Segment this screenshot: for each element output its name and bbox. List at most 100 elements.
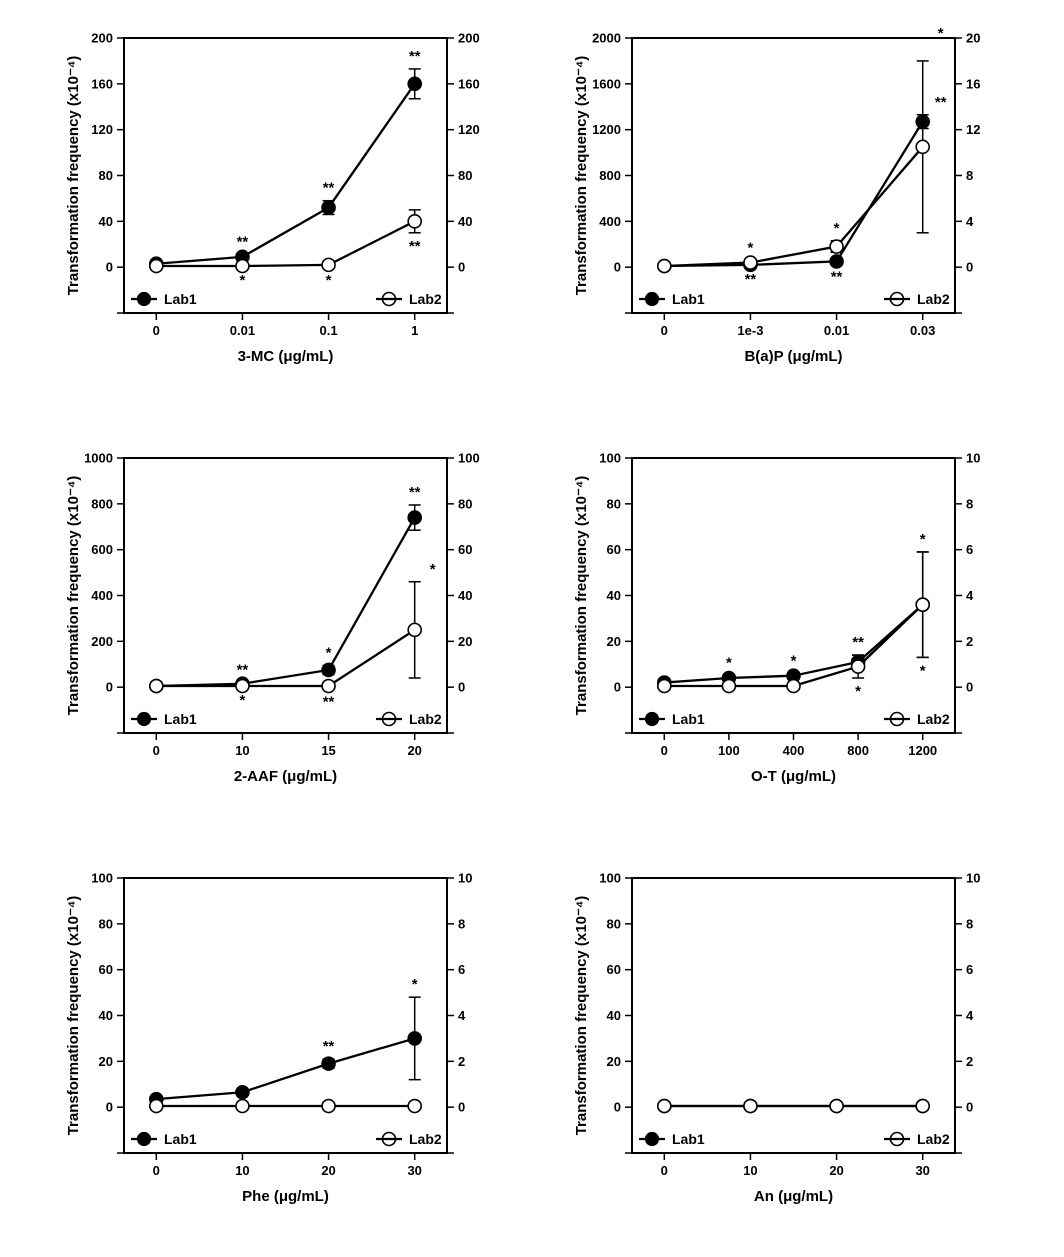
svg-text:80: 80 [607,496,621,511]
svg-text:10: 10 [743,1163,757,1178]
chart-svg: 040080012001600200004812162001e-30.010.0… [570,28,1000,388]
svg-text:4: 4 [458,1008,466,1023]
svg-text:0: 0 [661,1163,668,1178]
svg-text:20: 20 [966,31,980,46]
svg-text:An (μg/mL): An (μg/mL) [754,1188,833,1205]
svg-text:Lab2: Lab2 [409,711,442,727]
svg-text:Lab2: Lab2 [409,1131,442,1147]
svg-text:0: 0 [153,1163,160,1178]
svg-text:0.01: 0.01 [230,323,255,338]
svg-text:**: ** [409,238,421,255]
svg-text:40: 40 [607,1008,621,1023]
panel-ot: 020406080100024681001004008001200O-T (μg… [570,448,1000,808]
svg-text:8: 8 [966,916,973,931]
svg-text:Lab1: Lab1 [164,711,197,727]
svg-text:**: ** [237,662,249,679]
svg-text:15: 15 [321,743,335,758]
svg-text:*: * [791,652,797,669]
svg-text:2-AAF (μg/mL): 2-AAF (μg/mL) [234,768,337,785]
svg-text:16: 16 [966,76,980,91]
svg-text:0: 0 [458,260,465,275]
svg-text:**: ** [323,693,335,710]
svg-text:*: * [240,272,246,289]
chart-grid: 040801201602000408012016020000.010.113-M… [0,0,1064,1257]
svg-text:**: ** [409,484,421,501]
svg-text:10: 10 [966,871,980,886]
svg-text:60: 60 [458,542,472,557]
svg-text:8: 8 [966,168,973,183]
svg-text:8: 8 [458,916,465,931]
svg-text:160: 160 [458,76,480,91]
panel-aaf2: 0200400600800100002040608010001015202-AA… [62,448,492,808]
svg-text:0: 0 [106,260,113,275]
svg-text:100: 100 [458,451,480,466]
svg-text:Lab2: Lab2 [917,1131,950,1147]
svg-text:30: 30 [407,1163,421,1178]
svg-text:100: 100 [91,871,113,886]
chart-svg: 02040608010002468100102030Phe (μg/mL)Tra… [62,868,492,1228]
svg-text:80: 80 [458,168,472,183]
svg-text:800: 800 [847,743,869,758]
svg-text:Lab2: Lab2 [917,711,950,727]
svg-text:2: 2 [966,1054,973,1069]
svg-text:400: 400 [91,588,113,603]
svg-text:B(a)P (μg/mL): B(a)P (μg/mL) [744,348,842,365]
svg-text:800: 800 [91,496,113,511]
svg-text:100: 100 [718,743,740,758]
svg-text:200: 200 [91,634,113,649]
svg-text:40: 40 [99,214,113,229]
svg-text:10: 10 [966,451,980,466]
svg-text:Lab1: Lab1 [672,291,705,307]
svg-text:60: 60 [607,542,621,557]
panel-an: 02040608010002468100102030An (μg/mL)Tran… [570,868,1000,1228]
svg-text:6: 6 [458,962,465,977]
svg-text:**: ** [745,271,757,288]
svg-text:0: 0 [153,323,160,338]
svg-text:6: 6 [966,962,973,977]
svg-text:Transformation frequency (x10⁻: Transformation frequency (x10⁻⁴) [573,476,590,716]
svg-text:Lab2: Lab2 [409,291,442,307]
svg-text:*: * [920,662,926,679]
panel-phe: 02040608010002468100102030Phe (μg/mL)Tra… [62,868,492,1228]
svg-text:**: ** [409,48,421,65]
svg-text:800: 800 [599,168,621,183]
svg-text:10: 10 [235,1163,249,1178]
svg-text:80: 80 [99,916,113,931]
chart-svg: 02040608010002468100102030An (μg/mL)Tran… [570,868,1000,1228]
svg-text:*: * [240,692,246,709]
svg-text:100: 100 [599,871,621,886]
svg-text:20: 20 [321,1163,335,1178]
svg-text:200: 200 [458,31,480,46]
svg-text:0: 0 [614,1100,621,1115]
svg-text:*: * [430,561,436,578]
svg-text:400: 400 [599,214,621,229]
svg-text:20: 20 [607,1054,621,1069]
svg-text:2: 2 [458,1054,465,1069]
svg-text:40: 40 [458,588,472,603]
svg-text:Lab1: Lab1 [672,1131,705,1147]
svg-text:20: 20 [829,1163,843,1178]
svg-text:**: ** [852,634,864,651]
svg-text:Transformation frequency (x10⁻: Transformation frequency (x10⁻⁴) [65,476,82,716]
svg-text:12: 12 [966,122,980,137]
svg-text:60: 60 [99,962,113,977]
svg-text:20: 20 [607,634,621,649]
svg-text:4: 4 [966,1008,974,1023]
svg-text:*: * [938,28,944,42]
svg-text:0: 0 [458,1100,465,1115]
svg-text:0: 0 [106,1100,113,1115]
svg-text:**: ** [831,269,843,286]
svg-text:600: 600 [91,542,113,557]
svg-text:Lab1: Lab1 [164,291,197,307]
svg-text:**: ** [323,1038,335,1055]
svg-text:**: ** [237,234,249,251]
svg-text:*: * [834,220,840,237]
svg-text:0: 0 [661,743,668,758]
svg-text:120: 120 [91,122,113,137]
svg-text:0: 0 [458,680,465,695]
svg-text:2000: 2000 [592,31,621,46]
svg-text:Transformation frequency (x10⁻: Transformation frequency (x10⁻⁴) [65,896,82,1136]
svg-text:0: 0 [966,680,973,695]
svg-text:0: 0 [966,1100,973,1115]
svg-text:0.01: 0.01 [824,323,849,338]
